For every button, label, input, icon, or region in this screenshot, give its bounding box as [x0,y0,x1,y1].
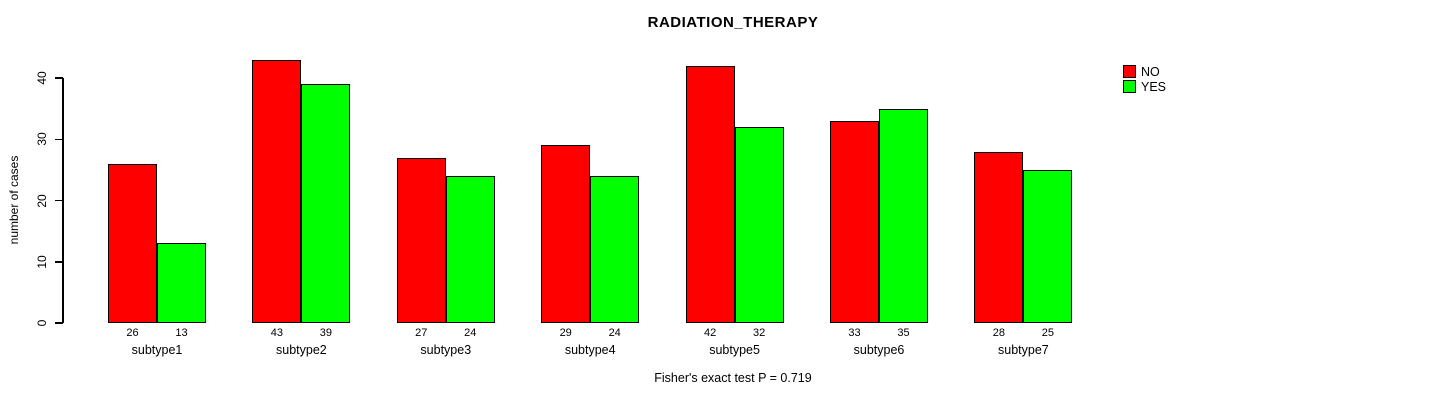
category-label-subtype6: subtype6 [853,343,905,357]
bar-yes-subtype4 [590,176,640,323]
bar-yes-subtype6 [879,108,928,323]
y-tick-mark [55,322,63,324]
bar-value-label: 28 [992,327,1006,339]
bar-value-label: 29 [559,327,572,339]
footer-annotation: Fisher's exact test P = 0.719 [654,371,812,385]
legend-item-yes: YES [1123,79,1166,94]
legend: NO YES [1123,64,1166,94]
y-tick-label: 10 [35,255,49,269]
bar-value-label: 24 [464,327,477,339]
chart-title: RADIATION_THERAPY [647,14,819,31]
category-label-subtype2: subtype2 [276,343,327,357]
bar-yes-subtype3 [445,176,495,323]
category-label-subtype1: subtype1 [131,343,183,357]
bar-no-subtype2 [252,59,302,323]
legend-swatch-no-icon [1123,65,1136,78]
category-label-subtype7: subtype7 [998,343,1049,357]
bar-no-subtype1 [108,163,157,323]
bar-no-subtype6 [830,120,879,323]
y-axis-label: number of cases [7,155,21,245]
bar-yes-subtype2 [301,84,351,323]
y-tick-label: 20 [35,193,49,208]
bar-no-subtype5 [685,65,735,323]
y-tick-mark [55,77,63,79]
bar-value-label: 24 [608,327,621,339]
y-tick-label: 0 [35,319,49,327]
bar-value-label: 33 [848,327,861,339]
bar-value-label: 35 [897,327,910,339]
category-label-subtype3: subtype3 [420,343,472,357]
category-label-subtype5: subtype5 [709,343,760,357]
bar-no-subtype7 [974,151,1024,323]
bar-value-label: 32 [752,327,766,339]
category-label-subtype4: subtype4 [564,343,616,357]
bar-yes-subtype5 [734,127,784,323]
bar-yes-subtype1 [157,243,206,323]
y-tick-mark [55,138,63,140]
bar-value-label: 42 [703,327,717,339]
bar-no-subtype4 [541,145,591,323]
bar-value-label: 43 [270,327,284,339]
y-tick-mark [55,199,63,202]
bar-yes-subtype7 [1023,169,1073,323]
bar-value-label: 27 [415,327,428,339]
bar-value-label: 13 [175,327,188,339]
legend-label-yes: YES [1141,79,1167,94]
bar-value-label: 26 [126,327,139,339]
y-tick-label: 30 [35,132,49,146]
bar-no-subtype3 [396,157,446,323]
legend-item-no: NO [1123,64,1166,79]
y-tick-mark [55,261,63,263]
bar-value-label: 25 [1041,327,1055,339]
y-tick-label: 40 [35,71,49,85]
bar-value-label: 39 [319,327,333,339]
legend-label-no: NO [1141,64,1160,79]
legend-swatch-yes-icon [1123,80,1136,93]
